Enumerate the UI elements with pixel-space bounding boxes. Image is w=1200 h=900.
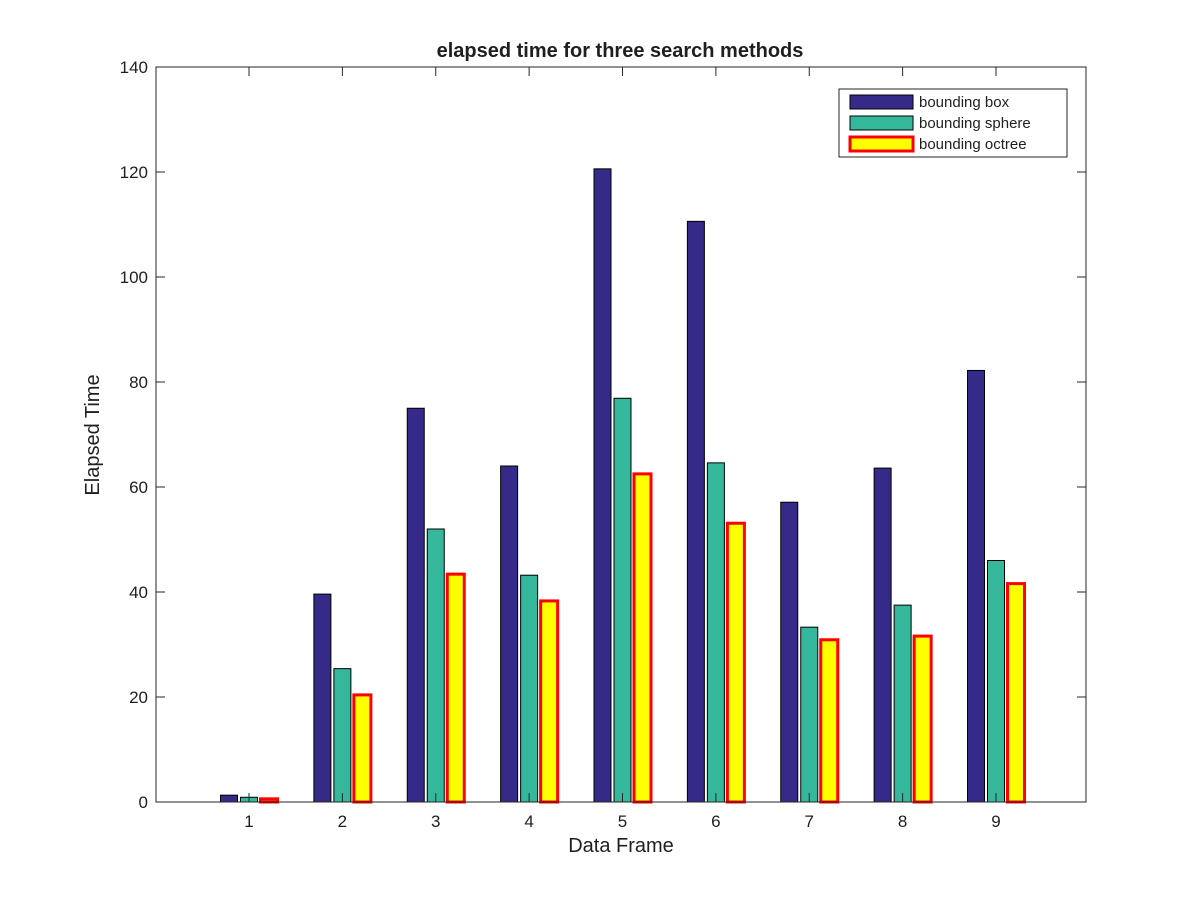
y-tick-label: 40	[129, 583, 148, 602]
x-axis-label: Data Frame	[568, 835, 674, 857]
x-tick-label: 2	[338, 812, 347, 831]
y-tick-label: 20	[129, 688, 148, 707]
bar-bounding-sphere-8	[893, 604, 912, 803]
bar-bounding-octree-7	[819, 638, 840, 804]
bar-bounding-octree-4	[539, 599, 560, 804]
x-tick-label: 6	[711, 812, 720, 831]
bar-bounding-octree-5	[632, 472, 653, 804]
bar-bounding-box-9	[967, 369, 985, 803]
bar-bounding-sphere-6	[706, 462, 725, 803]
bar-bounding-octree-2	[352, 693, 373, 804]
bars-layer	[220, 168, 1026, 804]
bar-bounding-octree-8	[912, 634, 933, 804]
bar-bounding-box-4	[500, 465, 519, 803]
y-tick-label: 100	[120, 268, 148, 287]
x-tick-label: 1	[244, 812, 253, 831]
bar-bounding-sphere-9	[987, 560, 1005, 803]
chart-title: elapsed time for three search methods	[437, 40, 804, 62]
y-tick-label: 0	[139, 793, 148, 812]
bar-bounding-octree-6	[725, 521, 746, 804]
x-tick-label: 4	[524, 812, 533, 831]
bar-bounding-sphere-5	[613, 397, 632, 803]
x-tick-label: 3	[431, 812, 440, 831]
axis-ticks: 0 20 40 60 80 100 120 140 1 2 3 4 5 6 7 8 9	[120, 58, 1086, 831]
x-tick-label: 5	[618, 812, 627, 831]
legend-swatch-bounding-box	[849, 94, 914, 110]
legend-swatch-bounding-sphere	[849, 115, 914, 131]
x-tick-label: 8	[898, 812, 907, 831]
bar-bounding-box-7	[780, 501, 799, 803]
bar-bounding-box-6	[686, 220, 705, 803]
y-tick-label: 140	[120, 58, 148, 77]
x-tick-label: 7	[805, 812, 814, 831]
bar-bounding-sphere-4	[520, 574, 539, 803]
bar-bounding-sphere-3	[426, 528, 445, 803]
bar-bounding-box-8	[873, 467, 892, 803]
bar-bounding-sphere-7	[800, 626, 819, 803]
bar-bounding-box-1	[220, 794, 238, 803]
bar-bounding-box-5	[593, 168, 612, 803]
plot-area-frame	[155, 66, 1087, 803]
bar-bounding-box-3	[406, 407, 425, 803]
y-tick-label: 60	[129, 478, 148, 497]
legend-label-bounding-octree: bounding octree	[919, 136, 1027, 153]
bar-bounding-octree-3	[445, 572, 466, 804]
legend-label-bounding-sphere: bounding sphere	[919, 115, 1031, 132]
bar-bounding-box-2	[313, 593, 332, 803]
legend-swatch-bounding-octree	[848, 135, 915, 153]
y-tick-label: 120	[120, 163, 148, 182]
legend-label-bounding-box: bounding box	[919, 94, 1010, 111]
bar-bounding-sphere-2	[333, 668, 352, 803]
x-tick-label: 9	[991, 812, 1000, 831]
y-tick-label: 80	[129, 373, 148, 392]
legend: bounding box bounding sphere bounding octr…	[838, 88, 1068, 158]
bar-bounding-octree-9	[1006, 582, 1026, 804]
y-axis-label: Elapsed Time	[82, 374, 104, 495]
